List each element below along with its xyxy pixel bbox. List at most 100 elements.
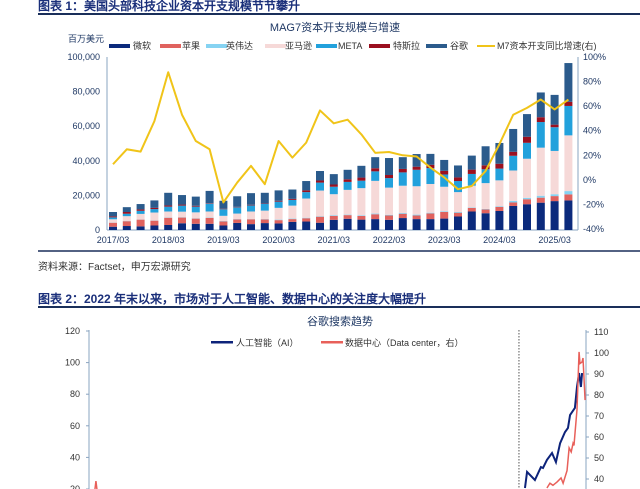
bar-segment: [357, 219, 366, 230]
bar-segment: [136, 209, 145, 211]
bar-segment: [467, 173, 476, 186]
bar-segment: [536, 197, 545, 203]
legend-label: 苹果: [182, 40, 200, 51]
legend-label: M7资本开支同比增速(右): [497, 40, 597, 51]
bar-segment: [357, 215, 366, 220]
bar-segment: [495, 206, 504, 207]
bar-segment: [302, 217, 311, 219]
chart1-growth-line: [112, 71, 569, 204]
ai-line: [523, 372, 584, 489]
bar-segment: [398, 212, 407, 214]
growth-line: [112, 71, 569, 204]
bar-segment: [371, 168, 380, 172]
bar-segment: [288, 199, 297, 206]
bar-segment: [260, 203, 269, 211]
bar-segment: [233, 213, 242, 220]
legend-label: META: [338, 41, 362, 51]
bar-segment: [467, 185, 476, 208]
bar-segment: [536, 117, 545, 123]
chart1-legend: 微软 苹果 英伟达 亚马逊 META 特斯拉 谷歌 M7资本开支同比增速(右): [109, 40, 597, 51]
bar-segment: [343, 181, 352, 190]
bar-segment: [109, 217, 117, 220]
bar-segment: [371, 157, 380, 169]
bar-segment: [316, 180, 324, 183]
bar-segment: [178, 204, 186, 206]
bar-segment: [191, 206, 200, 213]
bar-segment: [481, 213, 490, 230]
bar-segment: [191, 223, 200, 230]
bar-segment: [219, 215, 228, 222]
bar-segment: [426, 153, 435, 165]
chart2-title: 谷歌搜索趋势: [307, 314, 373, 328]
legend-label: 谷歌: [450, 40, 468, 51]
legend-swatch: [477, 45, 495, 47]
bar-segment: [398, 168, 407, 173]
bar-segment: [191, 196, 200, 206]
bar-segment: [536, 195, 545, 198]
bar-segment: [343, 169, 352, 180]
bar-segment: [357, 215, 366, 216]
figure1-source: 资料来源：Factset，申万宏源研究: [38, 262, 191, 273]
bar-segment: [564, 194, 573, 201]
bar-segment: [454, 192, 462, 213]
bar-segment: [150, 207, 159, 210]
bar-segment: [509, 151, 518, 156]
bar-segment: [523, 114, 531, 137]
bar-segment: [302, 198, 311, 218]
bar-segment: [109, 226, 117, 230]
chart1-y-unit: 百万美元: [68, 33, 104, 44]
bar-segment: [329, 215, 338, 220]
bar-segment: [274, 220, 283, 224]
bar-segment: [178, 223, 186, 230]
bar-segment: [467, 155, 476, 170]
bar-segment: [509, 200, 518, 203]
bar-segment: [536, 202, 545, 230]
bar-segment: [412, 166, 421, 170]
bar-segment: [412, 219, 421, 230]
bar-segment: [274, 201, 283, 208]
data-center-line: [546, 351, 586, 489]
bar-segment: [426, 168, 435, 184]
bar-segment: [385, 174, 393, 179]
y2-tick-label: -20%: [583, 199, 604, 209]
bar-segment: [440, 211, 449, 213]
bar-segment: [150, 200, 159, 208]
bar-segment: [150, 225, 159, 230]
bar-segment: [233, 219, 242, 223]
bar-segment: [219, 209, 228, 216]
bar-segment: [509, 202, 518, 206]
y-tick-label: 80: [70, 389, 80, 399]
bar-segment: [191, 205, 200, 207]
bar-segment: [136, 204, 145, 210]
bar-segment: [481, 209, 490, 214]
bar-segment: [385, 214, 393, 216]
legend-swatch: [369, 44, 390, 48]
bar-segment: [164, 192, 173, 206]
chart2-lines: [94, 351, 586, 489]
x-tick-label: 2024/03: [483, 235, 516, 245]
bar-segment: [536, 147, 545, 196]
bar-segment: [481, 183, 490, 209]
chart1-title: MAG7资本开支规模与增速: [270, 20, 400, 34]
bar-segment: [467, 169, 476, 174]
bar-segment: [550, 150, 559, 195]
bar-segment: [523, 199, 531, 205]
legend-swatch: [316, 44, 337, 48]
bar-segment: [398, 157, 407, 169]
bar-segment: [329, 219, 338, 230]
bar-segment: [426, 213, 435, 220]
bar-segment: [357, 188, 366, 216]
bar-segment: [205, 211, 214, 218]
bar-segment: [343, 189, 352, 215]
bar-segment: [467, 207, 476, 208]
bar-segment: [523, 142, 531, 159]
bar-segment: [150, 209, 159, 213]
bar-segment: [136, 226, 145, 230]
bar-segment: [233, 206, 242, 208]
bar-segment: [536, 122, 545, 148]
bar-segment: [426, 183, 435, 213]
bar-segment: [550, 124, 559, 128]
data-center-line-early: [94, 481, 98, 489]
bar-segment: [205, 203, 214, 212]
